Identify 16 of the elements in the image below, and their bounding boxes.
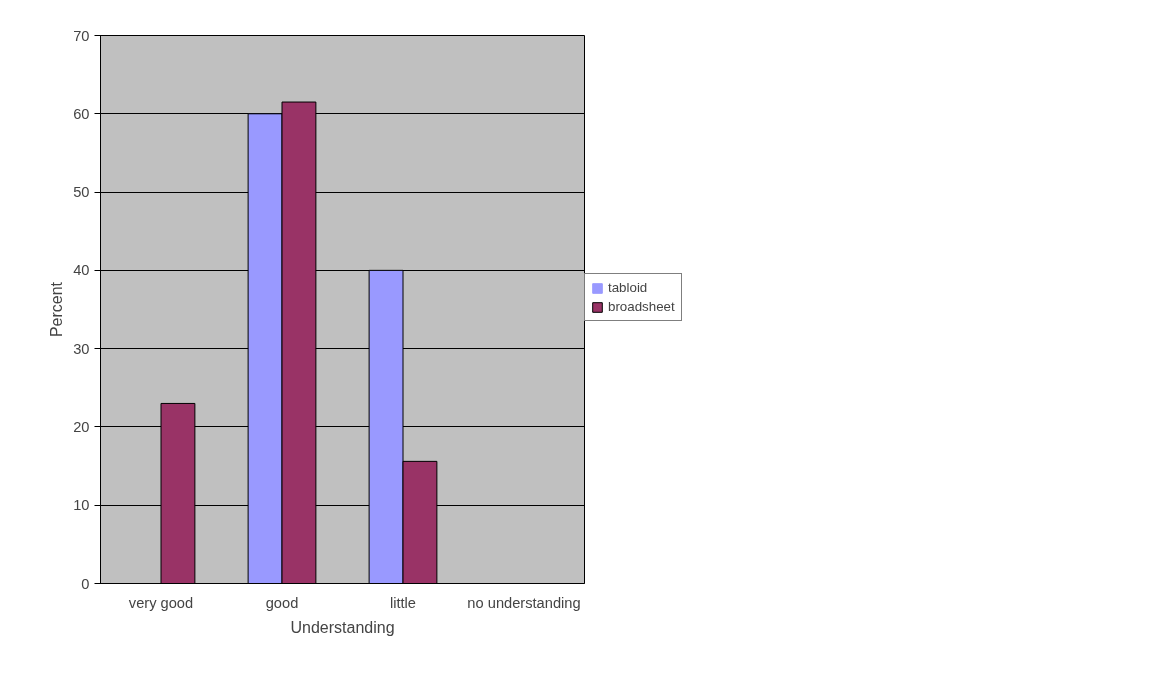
y-tick-label: 70 (73, 27, 90, 44)
x-axis-title: Understanding (290, 618, 395, 636)
y-tick-label: 30 (73, 340, 90, 357)
x-tick-label: no understanding (467, 594, 581, 611)
x-tick-label: good (265, 594, 299, 611)
y-axis-title: Percent (48, 281, 66, 338)
y-tick-label: 0 (81, 575, 90, 592)
legend-label: tabloid (608, 280, 648, 295)
legend-label: broadsheet (608, 299, 675, 314)
y-tick-label: 60 (73, 105, 90, 122)
x-tick-label: little (389, 594, 417, 611)
y-tick-label: 50 (73, 184, 90, 201)
y-tick-label: 40 (73, 262, 90, 279)
y-tick-label: 20 (73, 418, 90, 435)
x-tick-label: very good (128, 594, 194, 611)
y-tick-label: 10 (73, 497, 90, 514)
